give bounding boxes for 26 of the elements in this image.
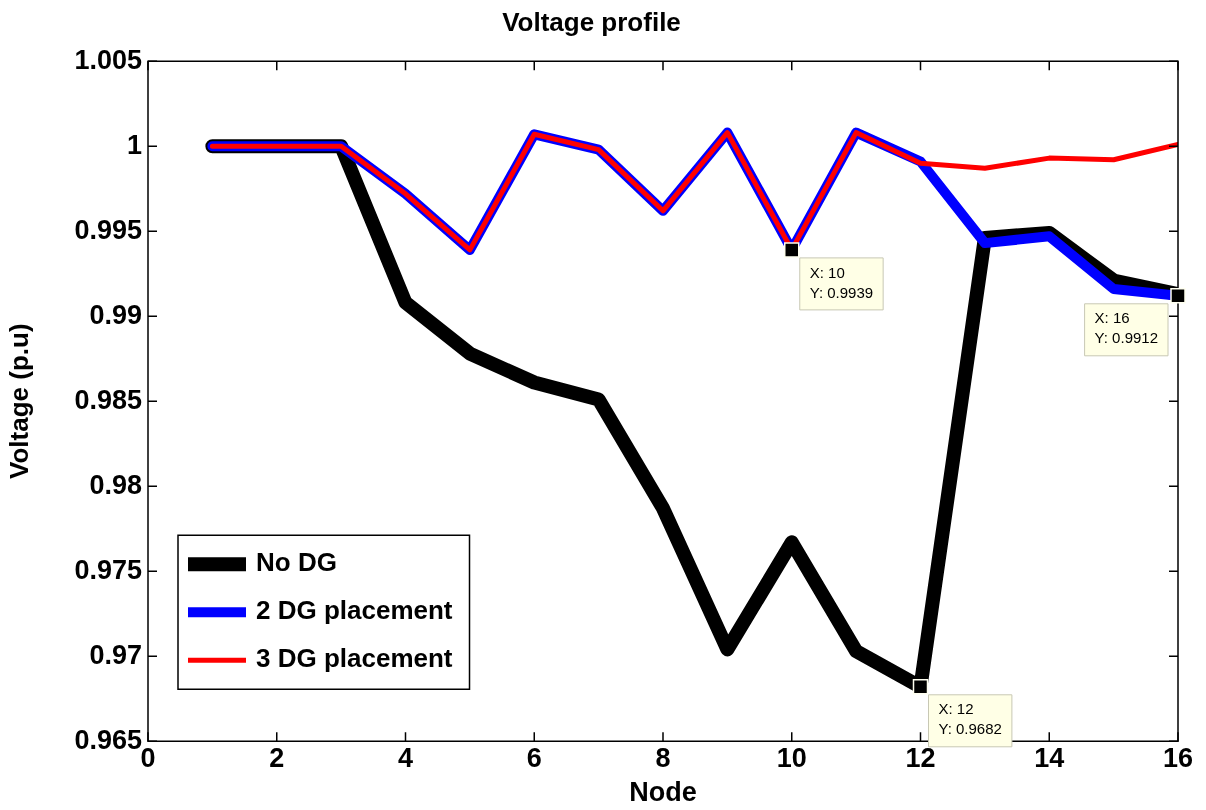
y-tick-label: 0.995 [74,214,142,245]
y-tick-label: 0.99 [89,299,142,330]
y-tick-label: 0.97 [89,639,142,670]
x-tick-label: 14 [1034,742,1065,773]
y-tick-label: 1.005 [74,44,142,75]
x-tick-label: 12 [905,742,936,773]
x-axis-title: Node [629,777,697,808]
y-tick-label: 0.985 [74,384,142,415]
legend-label: 3 DG placement [256,643,453,674]
y-tick-label: 1 [126,129,142,160]
annotation: X: 16 Y: 0.9912 [1094,309,1159,347]
legend-label: 2 DG placement [256,595,453,626]
y-axis-title: Voltage (p.u) [3,323,34,479]
x-tick-label: 6 [526,742,542,773]
annotation: X: 12 Y: 0.9682 [938,700,1002,738]
y-tick-label: 0.98 [89,469,142,500]
y-tick-label: 0.975 [74,554,142,585]
y-tick-label: 0.965 [74,724,142,755]
annotation: X: 10 Y: 0.9939 [809,263,874,301]
x-tick-label: 16 [1162,742,1194,773]
legend-label: No DG [256,547,337,578]
x-tick-label: 10 [776,742,807,773]
chart-title: Voltage profile [502,6,681,37]
x-tick-label: 8 [655,742,671,773]
x-tick-label: 4 [397,742,414,773]
x-tick-label: 2 [269,742,285,773]
